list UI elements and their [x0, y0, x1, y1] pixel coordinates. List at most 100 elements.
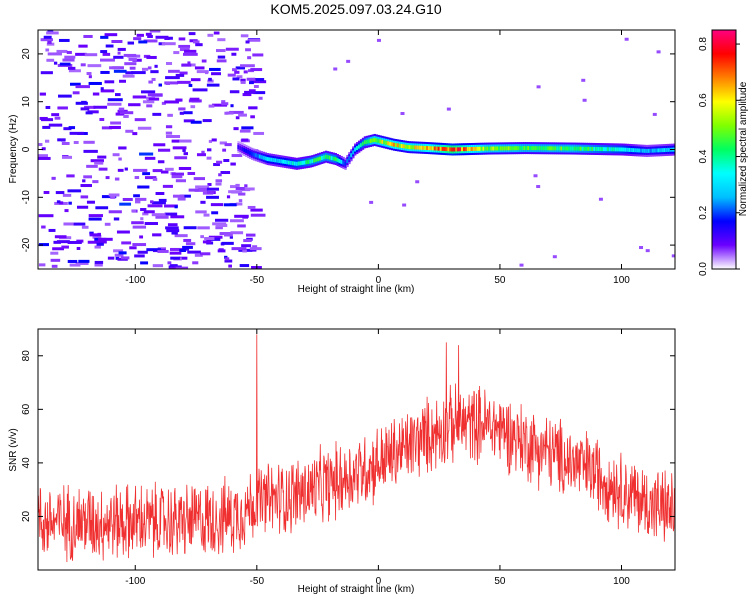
heatmap-cell	[143, 210, 155, 214]
heatmap-cell	[245, 233, 256, 237]
heatmap-cell	[84, 105, 96, 109]
heatmap-cell	[229, 235, 233, 239]
heatmap-cell	[598, 197, 603, 201]
heatmap-cell	[88, 75, 92, 79]
heatmap-cell	[75, 261, 89, 265]
heatmap-cell	[167, 223, 178, 227]
heatmap-cell	[515, 146, 518, 151]
heatmap-cell	[239, 264, 250, 268]
heatmap-cell	[40, 71, 53, 75]
heatmap-cell	[195, 185, 210, 189]
heatmap-cell	[104, 222, 111, 226]
heatmap-cell	[391, 142, 394, 147]
heatmap-cell	[174, 156, 188, 160]
heatmap-cell	[449, 147, 452, 152]
heatmap-cell	[101, 126, 113, 130]
heatmap-cell	[208, 139, 213, 143]
heatmap-cell	[87, 110, 99, 114]
heatmap-cell	[319, 156, 322, 161]
heatmap-cell	[187, 171, 196, 175]
heatmap-cell	[107, 98, 123, 102]
heatmap-cell	[132, 225, 147, 229]
heatmap-cell	[179, 248, 187, 252]
heatmap-cell	[129, 66, 136, 70]
heatmap-cell	[253, 84, 259, 88]
heatmap-y-axis: -20 -10 0 10 20	[21, 48, 675, 252]
heatmap-cell	[645, 148, 649, 153]
heatmap-x-axis: -100 -50 0 50 100	[125, 30, 630, 286]
heatmap-cell	[102, 52, 111, 56]
heatmap-cell	[266, 157, 269, 162]
heatmap-cell	[247, 56, 252, 60]
heatmap-cell	[173, 51, 180, 55]
heatmap-cell	[221, 102, 229, 106]
heatmap-cell	[243, 70, 248, 74]
heatmap-cell	[639, 246, 644, 250]
heatmap-cell	[350, 153, 353, 158]
heatmap-cell	[238, 192, 246, 196]
heatmap-cell	[313, 158, 316, 163]
heatmap-cell	[278, 158, 281, 163]
heatmap-cell	[183, 119, 195, 123]
heatmap-cell	[566, 146, 569, 151]
heatmap-cell	[125, 129, 134, 133]
heatmap-cell	[144, 156, 156, 160]
heatmap-cell	[195, 43, 203, 47]
heatmap-cell	[165, 167, 174, 171]
heatmap-cell	[330, 156, 334, 161]
colorbar-tick-label: 0.6	[698, 93, 709, 107]
heatmap-cell	[67, 240, 82, 244]
heatmap-cell	[94, 240, 107, 244]
heatmap-cell	[280, 159, 283, 164]
heatmap-cell	[165, 82, 171, 86]
heatmap-cell	[141, 90, 156, 94]
heatmap-cell	[51, 264, 58, 268]
heatmap-cell	[328, 155, 332, 160]
heatmap-cell	[240, 64, 255, 68]
heatmap-cell	[137, 250, 148, 254]
heatmap-cell	[230, 231, 244, 235]
heatmap-cell	[187, 61, 191, 65]
heatmap-cell	[223, 203, 237, 207]
heatmap-cell	[72, 91, 80, 95]
heatmap-cell	[250, 151, 254, 156]
heatmap-cell	[78, 259, 90, 263]
heatmap-cell	[656, 50, 661, 54]
heatmap-cell	[137, 126, 152, 130]
heatmap-cell	[122, 197, 133, 201]
heatmap-cell	[371, 138, 374, 143]
heatmap-cell	[110, 195, 116, 199]
heatmap-cell	[175, 98, 182, 102]
heatmap-cell	[241, 147, 244, 152]
heatmap-cell	[490, 146, 493, 151]
heatmap-cell	[48, 228, 56, 232]
heatmap-cell	[161, 101, 166, 105]
heatmap-cell	[260, 155, 264, 160]
heatmap-x-tick-label: 50	[494, 275, 506, 286]
heatmap-cell	[241, 126, 254, 130]
heatmap-cell	[80, 107, 90, 111]
heatmap-cell	[84, 53, 98, 57]
snr-x-axis: -100 -50 0 50 100	[125, 329, 630, 587]
heatmap-x-tick-label: -50	[250, 275, 265, 286]
heatmap-cell	[54, 116, 61, 120]
heatmap-cell	[311, 159, 314, 164]
heatmap-cell	[144, 222, 158, 226]
heatmap-cell	[147, 34, 153, 38]
heatmap-cell	[239, 146, 242, 151]
heatmap-cell	[228, 264, 232, 268]
snr-x-tick-label: 50	[494, 576, 506, 587]
heatmap-cell	[249, 150, 252, 155]
heatmap-cell	[38, 154, 48, 158]
heatmap-cell	[135, 200, 141, 204]
heatmap-cell	[591, 146, 594, 151]
heatmap-cell	[227, 73, 236, 77]
heatmap-cell	[94, 260, 104, 264]
heatmap-cell	[120, 256, 130, 260]
heatmap-cell	[340, 159, 343, 164]
heatmap-cell	[68, 201, 72, 205]
heatmap-cell	[171, 172, 185, 176]
heatmap-cell	[398, 143, 402, 148]
heatmap-cell	[400, 112, 405, 116]
heatmap-cell	[76, 205, 89, 209]
